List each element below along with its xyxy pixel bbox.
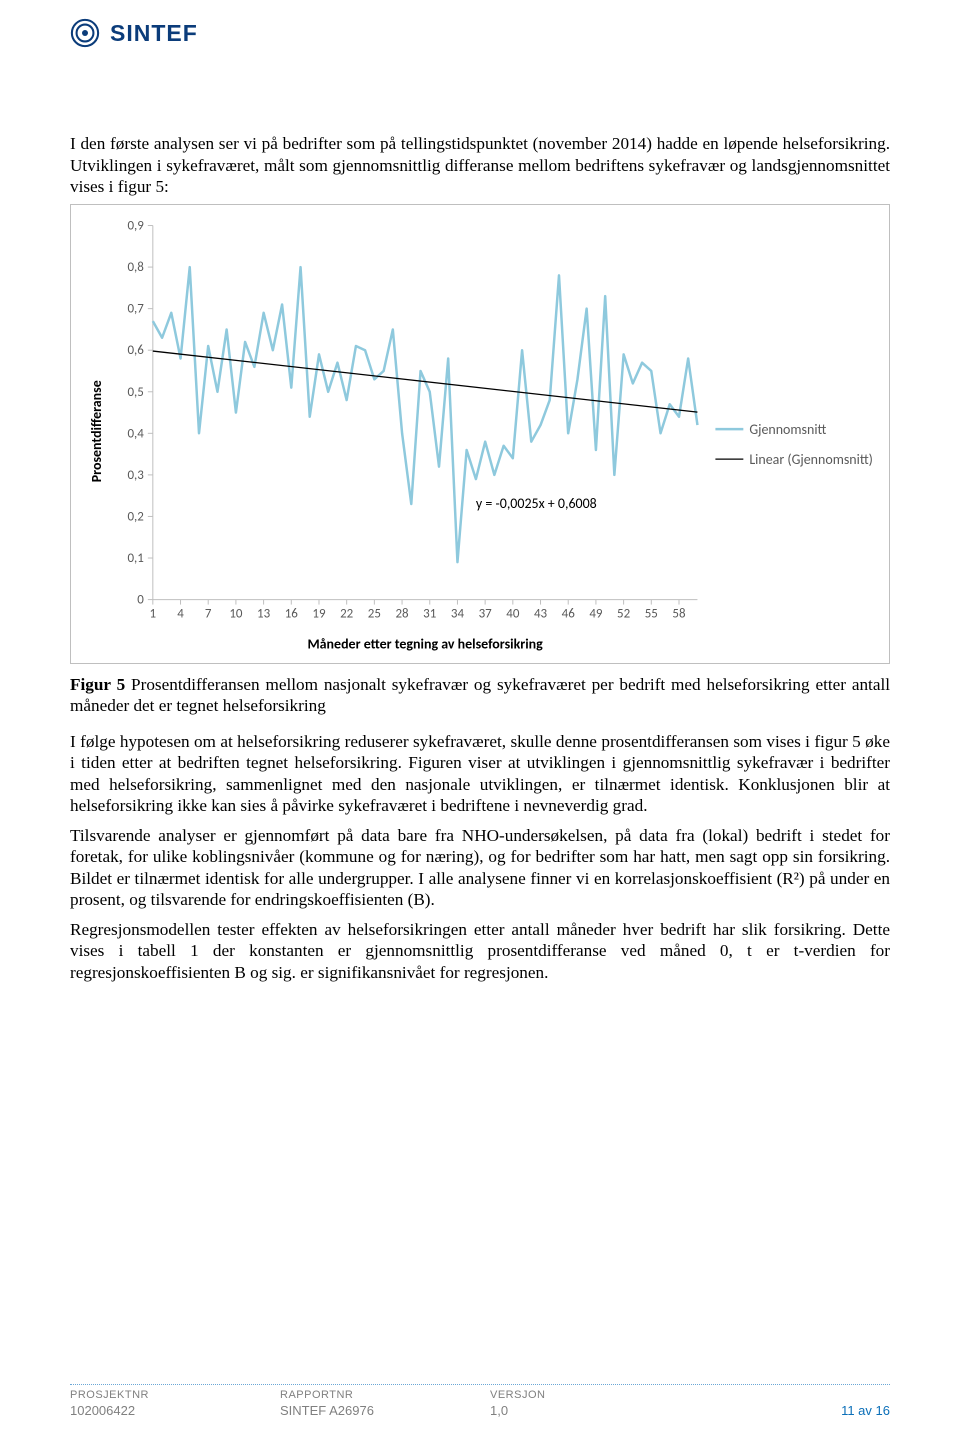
svg-text:10: 10 xyxy=(229,606,243,621)
svg-text:0,7: 0,7 xyxy=(127,301,144,316)
caption-text: Prosentdifferansen mellom nasjonalt syke… xyxy=(70,675,890,716)
page-footer: PROSJEKTNR 102006422 RAPPORTNR SINTEF A2… xyxy=(70,1384,890,1418)
paragraph-4: Regresjonsmodellen tester effekten av he… xyxy=(70,919,890,984)
footer-prosjekt-label: PROSJEKTNR xyxy=(70,1389,280,1401)
svg-text:31: 31 xyxy=(423,606,436,621)
svg-text:22: 22 xyxy=(340,606,354,621)
figure-5-chart: 0 0,1 0,2 0,3 0,4 0,5 0,6 0,7 0,8 0,9 1 4 7 10 13 16 19 2… xyxy=(70,204,890,664)
svg-text:58: 58 xyxy=(672,606,686,621)
svg-text:13: 13 xyxy=(257,606,271,621)
footer-col-prosjekt: PROSJEKTNR 102006422 xyxy=(70,1389,280,1418)
footer-row: PROSJEKTNR 102006422 RAPPORTNR SINTEF A2… xyxy=(70,1389,890,1418)
svg-text:Måneder etter tegning av helse: Måneder etter tegning av helseforsikring xyxy=(307,635,543,652)
svg-text:16: 16 xyxy=(285,606,299,621)
svg-text:37: 37 xyxy=(479,606,493,621)
svg-text:Linear (Gjennomsnitt): Linear (Gjennomsnitt) xyxy=(749,451,873,468)
svg-text:43: 43 xyxy=(534,606,548,621)
logo-mark-icon xyxy=(70,18,100,48)
svg-text:19: 19 xyxy=(312,606,326,621)
svg-text:34: 34 xyxy=(451,606,465,621)
paragraph-2: I følge hypotesen om at helseforsikring … xyxy=(70,731,890,817)
svg-text:0: 0 xyxy=(137,592,144,607)
figure-5-caption: Figur 5 Prosentdifferansen mellom nasjon… xyxy=(70,674,890,717)
svg-text:52: 52 xyxy=(617,606,631,621)
svg-text:49: 49 xyxy=(589,606,603,621)
footer-versjon-label: VERSJON xyxy=(490,1389,841,1401)
svg-text:0,4: 0,4 xyxy=(127,426,144,441)
page: SINTEF I den første analysen ser vi på b… xyxy=(0,0,960,1450)
svg-text:0,5: 0,5 xyxy=(127,384,143,399)
svg-text:0,2: 0,2 xyxy=(127,509,144,524)
svg-text:0,6: 0,6 xyxy=(127,343,144,358)
svg-text:4: 4 xyxy=(177,606,184,621)
footer-prosjekt-val: 102006422 xyxy=(70,1403,280,1418)
footer-col-rapport: RAPPORTNR SINTEF A26976 xyxy=(280,1389,490,1418)
svg-text:46: 46 xyxy=(562,606,576,621)
page-number: 11 av 16 xyxy=(841,1403,890,1418)
logo: SINTEF xyxy=(70,18,890,48)
logo-text: SINTEF xyxy=(110,20,198,47)
footer-rule xyxy=(70,1384,890,1385)
svg-text:Prosentdifferanse: Prosentdifferanse xyxy=(88,380,105,482)
svg-text:0,3: 0,3 xyxy=(127,467,144,482)
svg-text:40: 40 xyxy=(506,606,520,621)
svg-text:28: 28 xyxy=(395,606,409,621)
footer-col-versjon: VERSJON 1,0 xyxy=(490,1389,841,1418)
footer-rapport-label: RAPPORTNR xyxy=(280,1389,490,1401)
svg-text:55: 55 xyxy=(645,606,658,621)
svg-text:Gjennomsnitt: Gjennomsnitt xyxy=(749,421,826,438)
paragraph-3: Tilsvarende analyser er gjennomført på d… xyxy=(70,825,890,911)
svg-text:1: 1 xyxy=(150,606,157,621)
svg-text:25: 25 xyxy=(368,606,381,621)
svg-text:0,1: 0,1 xyxy=(127,551,143,566)
footer-versjon-val: 1,0 xyxy=(490,1403,841,1418)
svg-text:7: 7 xyxy=(205,606,212,621)
svg-text:0,9: 0,9 xyxy=(127,218,144,233)
footer-rapport-val: SINTEF A26976 xyxy=(280,1403,490,1418)
chart-svg: 0 0,1 0,2 0,3 0,4 0,5 0,6 0,7 0,8 0,9 1 4 7 10 13 16 19 2… xyxy=(83,215,877,655)
caption-lead: Figur 5 xyxy=(70,675,125,694)
svg-text:0,8: 0,8 xyxy=(127,260,144,275)
paragraph-1: I den første analysen ser vi på bedrifte… xyxy=(70,133,890,198)
svg-text:y = -0,0025x + 0,6008: y = -0,0025x + 0,6008 xyxy=(476,495,597,512)
